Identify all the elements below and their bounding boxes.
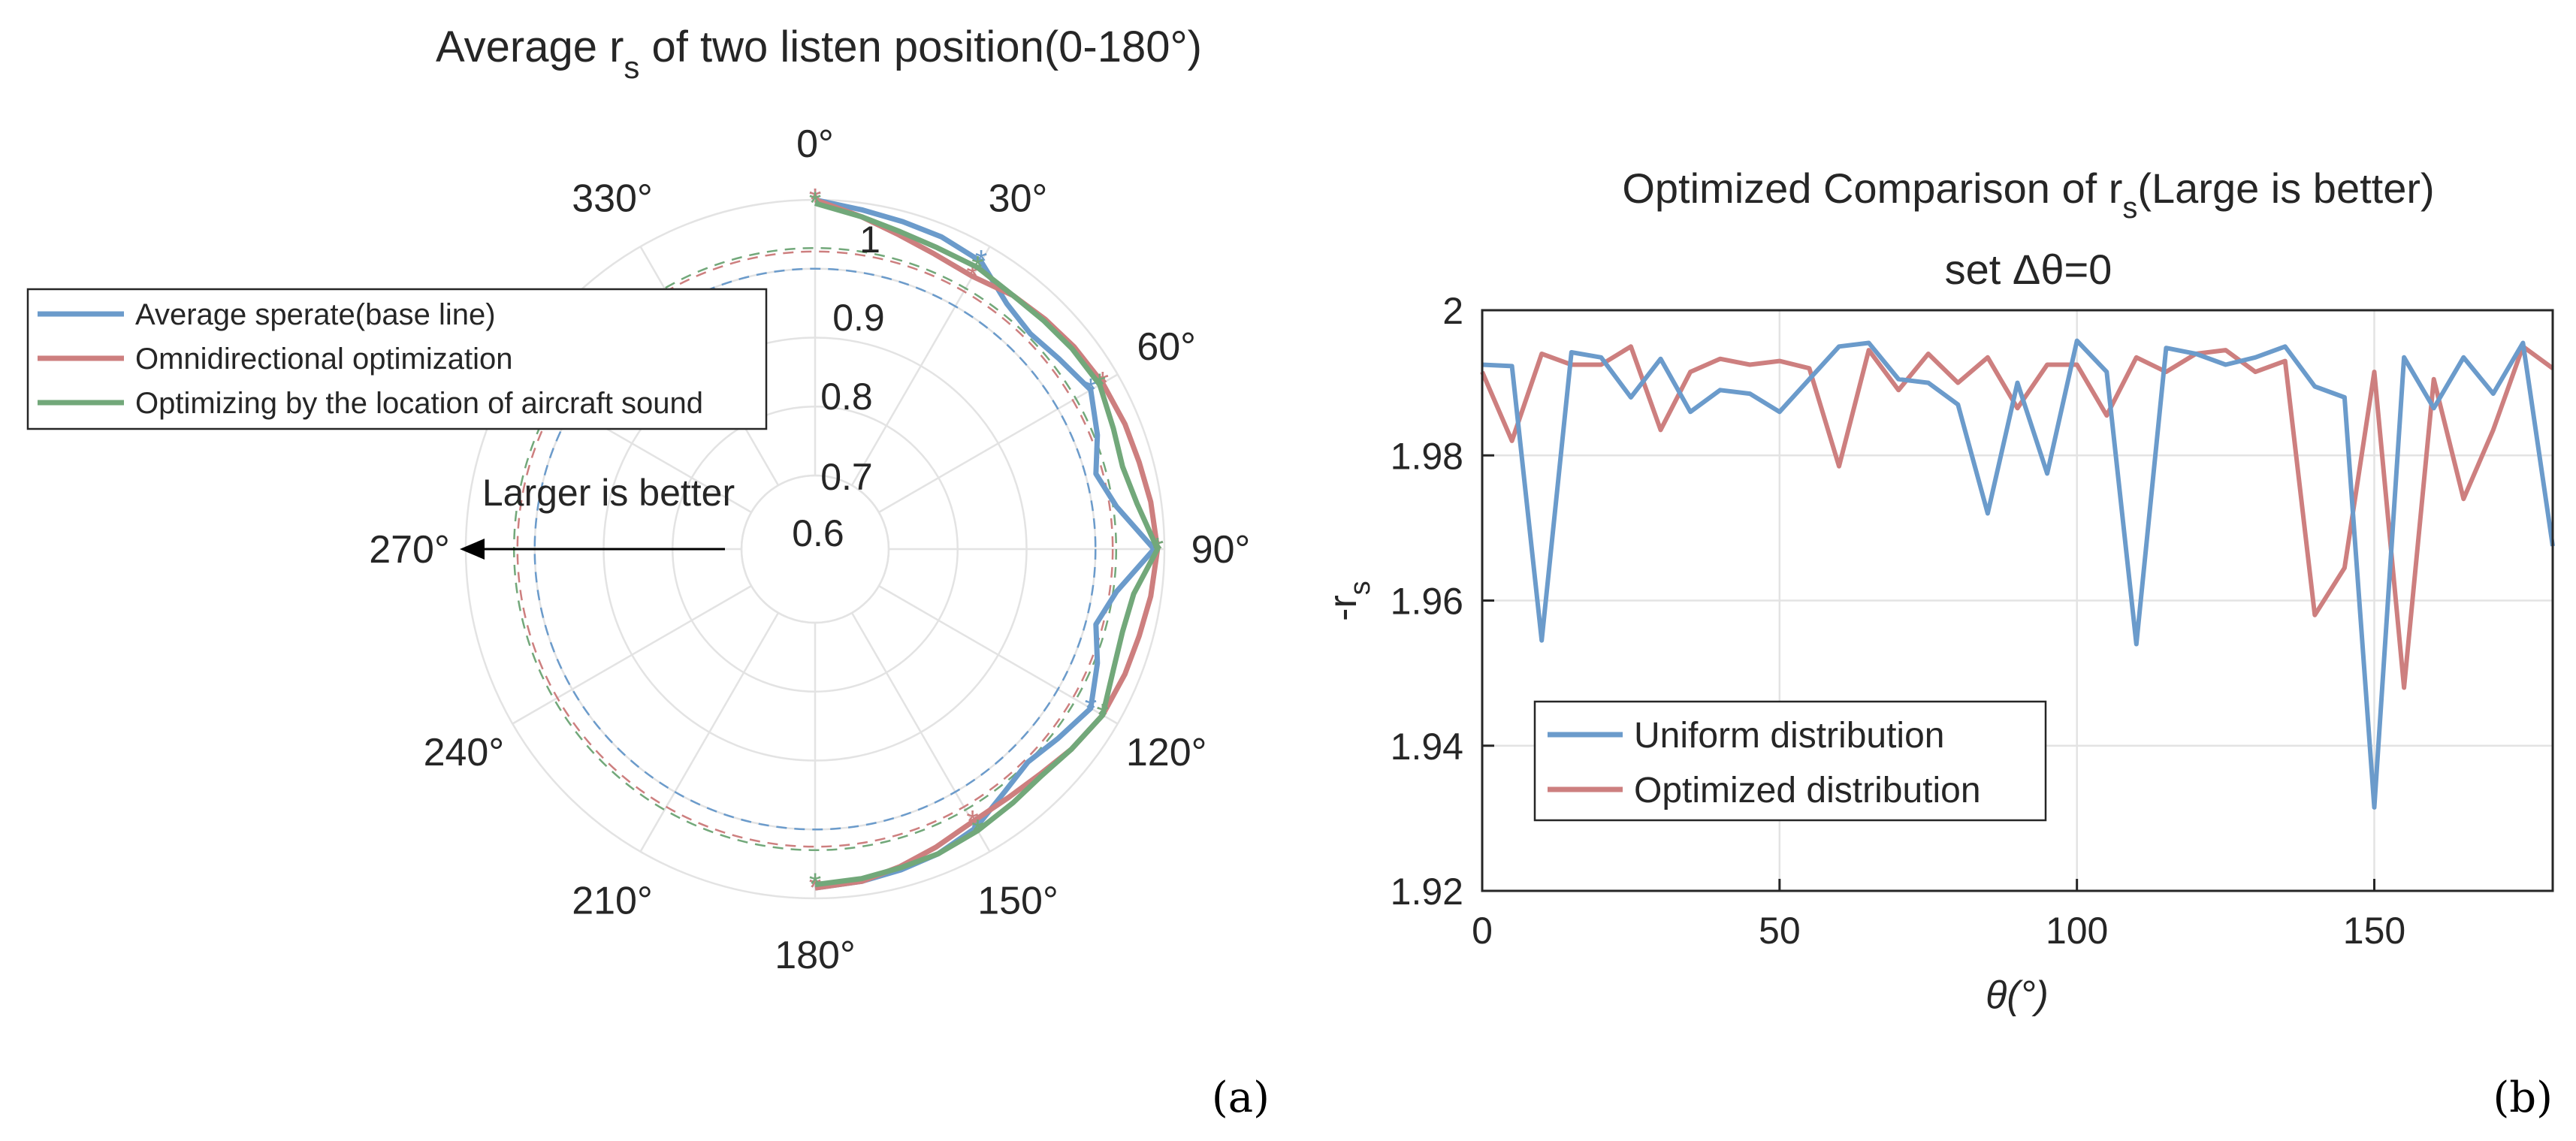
polar-series-line-0	[814, 197, 1157, 891]
y-axis-label-group: -rs	[1321, 581, 1376, 621]
theta-tick-label: 0°	[796, 122, 834, 166]
x-tick-label: 50	[1759, 910, 1801, 952]
polar-series-marker: *	[809, 182, 821, 217]
y-tick-label: 1.96	[1391, 581, 1463, 623]
polar-ring-0.6	[740, 474, 890, 624]
line-chart-panel: Optimized Comparison of rs(Large is bett…	[1321, 165, 2555, 1122]
theta-tick-label: 240°	[424, 731, 505, 774]
legend-label-aircraft: Optimizing by the location of aircraft s…	[135, 387, 703, 420]
polar-series-marker: *	[1097, 697, 1109, 732]
y-axis-label: -rs	[1321, 581, 1376, 621]
polar-chart-panel: Average rs of two listen position(0-180°…	[26, 23, 1270, 1122]
legend-label-baseline: Average sperate(base line)	[135, 298, 496, 331]
polar-series-marker: *	[809, 186, 821, 221]
y-tick-label: 2	[1442, 290, 1463, 332]
polar-series-marker: *	[809, 867, 821, 902]
polar-series-marker: *	[1085, 690, 1097, 726]
x-tick-label: 0	[1472, 910, 1493, 952]
polar-series-marker: *	[809, 870, 821, 905]
x-axis-label: θ(°)	[1986, 973, 2049, 1017]
theta-tick-label: 120°	[1126, 731, 1207, 774]
line-chart-subtitle: set Δθ=0	[1945, 246, 2112, 293]
polar-series-marker: *	[1152, 531, 1164, 566]
y-tick-label: 1.92	[1391, 871, 1463, 913]
larger-is-better-annotation: Larger is better	[482, 472, 735, 514]
theta-tick-label: 270°	[369, 528, 450, 572]
larger-is-better-arrow	[460, 539, 725, 560]
legend-label-omnidirectional: Omnidirectional optimization	[135, 343, 512, 376]
polar-series-line-2	[814, 201, 1161, 888]
panel-label-a: (a)	[1212, 1073, 1270, 1122]
polar-series-group: *********************	[809, 182, 1164, 905]
theta-tick-label: 30°	[989, 177, 1048, 220]
r-tick-label: 1	[859, 219, 880, 261]
polar-legend: Average sperate(base line) Omnidirection…	[26, 288, 768, 430]
r-tick-label: 0.7	[820, 456, 873, 498]
polar-series-marker: *	[1094, 367, 1106, 402]
polar-series-marker: *	[809, 182, 821, 217]
theta-tick-label: 60°	[1137, 325, 1196, 369]
theta-tick-label: 90°	[1191, 528, 1251, 572]
r-tick-label: 0.8	[820, 376, 873, 418]
r-tick-label: 0.6	[792, 512, 844, 554]
r-tick-label: 0.9	[832, 297, 885, 339]
line-chart-series-group	[1480, 338, 2555, 810]
line-chart-legend: Uniform distribution Optimized distribut…	[1533, 700, 2047, 822]
theta-tick-label: 180°	[775, 934, 856, 977]
polar-series-marker: *	[971, 813, 983, 848]
polar-chart-title: Average rs of two listen position(0-180°…	[436, 23, 1202, 85]
polar-mean-circle-0	[533, 267, 1097, 831]
polar-legend-box	[26, 288, 768, 430]
line-legend-box	[1533, 700, 2047, 822]
line-chart-ticks: 0 50 100 150 1.92 1.94 1.96 1.98 2	[1391, 290, 2406, 952]
polar-series-marker: *	[971, 249, 983, 285]
legend-label-uniform: Uniform distribution	[1634, 716, 1944, 756]
theta-tick-label: 330°	[572, 177, 653, 220]
theta-tick-label: 150°	[977, 880, 1058, 923]
line-chart-title: Optimized Comparison of rs(Large is bett…	[1622, 165, 2434, 225]
legend-label-optimized: Optimized distribution	[1634, 771, 1981, 810]
x-tick-label: 150	[2343, 910, 2405, 952]
theta-tick-label: 210°	[572, 880, 653, 923]
y-tick-label: 1.94	[1391, 726, 1463, 768]
x-tick-label: 100	[2046, 910, 2108, 952]
y-tick-label: 1.98	[1391, 435, 1463, 477]
polar-mean-circle-1	[516, 250, 1114, 848]
panel-label-b: (b)	[2493, 1073, 2553, 1122]
